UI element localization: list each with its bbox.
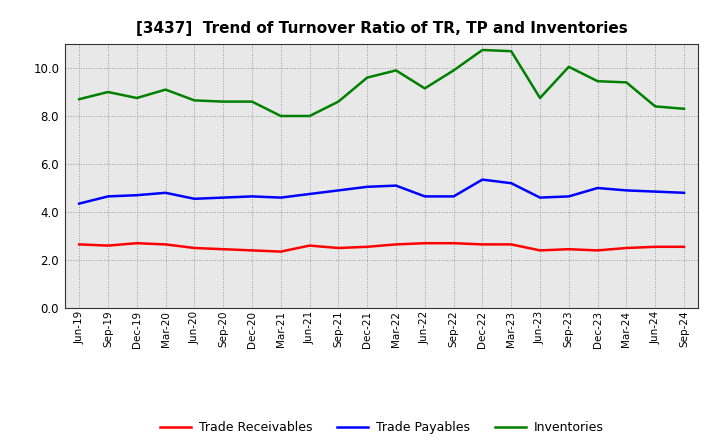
Inventories bbox=[276, 114, 285, 119]
Legend: Trade Receivables, Trade Payables, Inventories: Trade Receivables, Trade Payables, Inven… bbox=[155, 416, 608, 439]
Inventories bbox=[651, 104, 660, 109]
Inventories bbox=[363, 75, 372, 80]
Trade Payables bbox=[392, 183, 400, 188]
Trade Payables bbox=[276, 195, 285, 200]
Trade Receivables bbox=[132, 241, 141, 246]
Trade Payables bbox=[104, 194, 112, 199]
Trade Receivables bbox=[680, 244, 688, 249]
Trade Payables bbox=[478, 177, 487, 182]
Trade Payables bbox=[305, 191, 314, 197]
Trade Payables bbox=[248, 194, 256, 199]
Inventories bbox=[161, 87, 170, 92]
Inventories bbox=[334, 99, 343, 104]
Trade Receivables bbox=[449, 241, 458, 246]
Trade Receivables bbox=[276, 249, 285, 254]
Inventories bbox=[190, 98, 199, 103]
Line: Inventories: Inventories bbox=[79, 50, 684, 116]
Trade Receivables bbox=[161, 242, 170, 247]
Inventories bbox=[420, 86, 429, 91]
Trade Receivables bbox=[190, 246, 199, 251]
Trade Payables bbox=[132, 193, 141, 198]
Inventories bbox=[564, 64, 573, 70]
Title: [3437]  Trend of Turnover Ratio of TR, TP and Inventories: [3437] Trend of Turnover Ratio of TR, TP… bbox=[136, 21, 627, 36]
Trade Receivables bbox=[593, 248, 602, 253]
Trade Payables bbox=[219, 195, 228, 200]
Trade Receivables bbox=[536, 248, 544, 253]
Line: Trade Receivables: Trade Receivables bbox=[79, 243, 684, 252]
Trade Payables bbox=[593, 185, 602, 191]
Trade Receivables bbox=[507, 242, 516, 247]
Inventories bbox=[449, 68, 458, 73]
Trade Payables bbox=[507, 180, 516, 186]
Inventories bbox=[507, 48, 516, 54]
Trade Receivables bbox=[420, 241, 429, 246]
Trade Receivables bbox=[478, 242, 487, 247]
Trade Payables bbox=[161, 190, 170, 195]
Line: Trade Payables: Trade Payables bbox=[79, 180, 684, 204]
Trade Receivables bbox=[248, 248, 256, 253]
Trade Receivables bbox=[104, 243, 112, 248]
Trade Payables bbox=[190, 196, 199, 202]
Inventories bbox=[392, 68, 400, 73]
Trade Payables bbox=[420, 194, 429, 199]
Trade Receivables bbox=[622, 246, 631, 251]
Trade Payables bbox=[334, 188, 343, 193]
Trade Receivables bbox=[219, 246, 228, 252]
Inventories bbox=[680, 106, 688, 111]
Trade Payables bbox=[622, 188, 631, 193]
Trade Receivables bbox=[334, 246, 343, 251]
Inventories bbox=[478, 48, 487, 53]
Trade Payables bbox=[680, 190, 688, 195]
Inventories bbox=[104, 89, 112, 95]
Inventories bbox=[593, 79, 602, 84]
Trade Payables bbox=[449, 194, 458, 199]
Trade Payables bbox=[363, 184, 372, 190]
Trade Receivables bbox=[564, 246, 573, 252]
Trade Receivables bbox=[75, 242, 84, 247]
Trade Payables bbox=[564, 194, 573, 199]
Trade Payables bbox=[536, 195, 544, 200]
Trade Receivables bbox=[305, 243, 314, 248]
Inventories bbox=[132, 95, 141, 101]
Inventories bbox=[536, 95, 544, 101]
Trade Receivables bbox=[651, 244, 660, 249]
Inventories bbox=[75, 96, 84, 102]
Inventories bbox=[219, 99, 228, 104]
Inventories bbox=[305, 114, 314, 119]
Inventories bbox=[622, 80, 631, 85]
Inventories bbox=[248, 99, 256, 104]
Trade Receivables bbox=[363, 244, 372, 249]
Trade Payables bbox=[651, 189, 660, 194]
Trade Receivables bbox=[392, 242, 400, 247]
Trade Payables bbox=[75, 201, 84, 206]
